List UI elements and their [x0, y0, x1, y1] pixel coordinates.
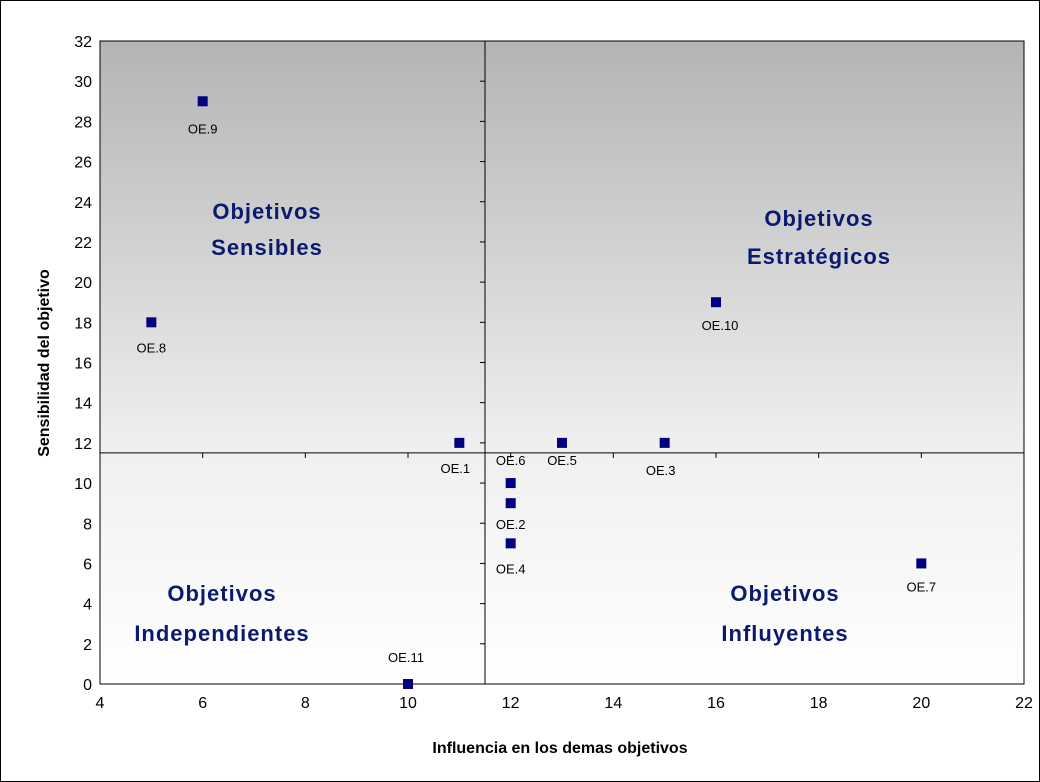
x-axis-title: Influencia en los demas objetivos: [432, 740, 687, 757]
data-point-marker: [403, 679, 413, 689]
data-point-label: OE.10: [702, 318, 739, 333]
data-point-marker: [916, 558, 927, 569]
quadrant-top-left-line-2: Sensibles: [211, 235, 323, 260]
data-points: OE.9 OE.8 OE.1 OE.6 OE.2 OE.4 OE.5 OE.3 OE.10 OE.…: [137, 96, 937, 689]
x-tick-label: 10: [399, 695, 417, 712]
quadrant-bottom-right-line-2: Influyentes: [721, 621, 848, 646]
data-point-label: OE.5: [547, 453, 577, 468]
x-tick-label: 8: [301, 695, 310, 712]
x-tick-label: 22: [1015, 695, 1033, 712]
data-point-label: OE.11: [388, 650, 424, 665]
y-tick-label: 22: [74, 235, 92, 252]
data-point-label: OE.7: [907, 579, 937, 594]
y-tick-label: 26: [74, 155, 92, 172]
quadrant-bottom-right-line-1: Objetivos: [730, 581, 839, 606]
x-tick-label: 16: [707, 695, 725, 712]
y-tick-label: 16: [74, 356, 92, 373]
quadrant-top-right-line-2: Estratégicos: [747, 244, 891, 269]
quadrant-label-top-left: Objetivos Sensibles: [211, 199, 323, 260]
data-point-marker: [454, 437, 465, 448]
quadrant-top-right-line-1: Objetivos: [764, 206, 873, 231]
data-point-marker: [659, 437, 670, 448]
x-tick-label: 14: [604, 695, 622, 712]
y-axis-title: Sensibilidad del objetivo: [36, 269, 53, 457]
quadrant-label-bottom-right: Objetivos Influyentes: [721, 581, 848, 646]
x-tick-label: 12: [502, 695, 520, 712]
quadrant-bottom-left-line-1: Objetivos: [167, 581, 276, 606]
x-tick-label: 18: [810, 695, 828, 712]
data-point-marker: [557, 437, 567, 448]
data-point-marker: [146, 317, 157, 328]
y-tick-label: 14: [74, 396, 92, 413]
y-tick-label: 24: [74, 195, 92, 212]
data-point-label: OE.3: [646, 463, 676, 478]
top-quadrant-background: [100, 41, 1024, 453]
y-tick-label: 30: [74, 74, 92, 91]
y-tick-label: 12: [74, 436, 92, 453]
y-tick-label: 4: [83, 597, 92, 614]
x-tick-label: 6: [198, 695, 207, 712]
data-point-label: OE.9: [188, 121, 218, 136]
x-tick-label: 20: [912, 695, 930, 712]
quadrant-top-left-line-1: Objetivos: [212, 199, 321, 224]
y-tick-label: 18: [74, 315, 92, 332]
plot-area-border: [99, 40, 1025, 685]
y-tick-label: 10: [74, 476, 92, 493]
data-point-label: OE.6: [496, 453, 526, 468]
data-point-marker: [505, 538, 516, 549]
y-tick-label: 0: [83, 677, 92, 694]
data-point-marker: [197, 96, 208, 107]
y-tick-label: 2: [83, 637, 92, 654]
y-tick-label: 20: [74, 275, 92, 292]
data-point-marker: [505, 498, 516, 509]
data-point-label: OE.4: [496, 561, 526, 576]
quadrant-label-top-right: Objetivos Estratégicos: [747, 206, 891, 269]
data-point-marker: [505, 478, 516, 489]
data-point-marker: [711, 297, 721, 308]
y-tick-label: 28: [74, 114, 92, 131]
data-point-label: OE.2: [496, 517, 526, 532]
x-tick-label: 4: [96, 695, 105, 712]
y-tick-label: 8: [83, 516, 92, 533]
y-tick-label: 32: [74, 34, 92, 51]
quadrant-bottom-left-line-2: Independientes: [134, 621, 309, 646]
bottom-quadrant-background: [100, 452, 1024, 684]
quadrant-label-bottom-left: Objetivos Independientes: [134, 581, 309, 646]
data-point-label: OE.8: [137, 340, 167, 355]
data-point-label: OE.1: [441, 461, 471, 476]
y-tick-label: 6: [83, 556, 92, 573]
